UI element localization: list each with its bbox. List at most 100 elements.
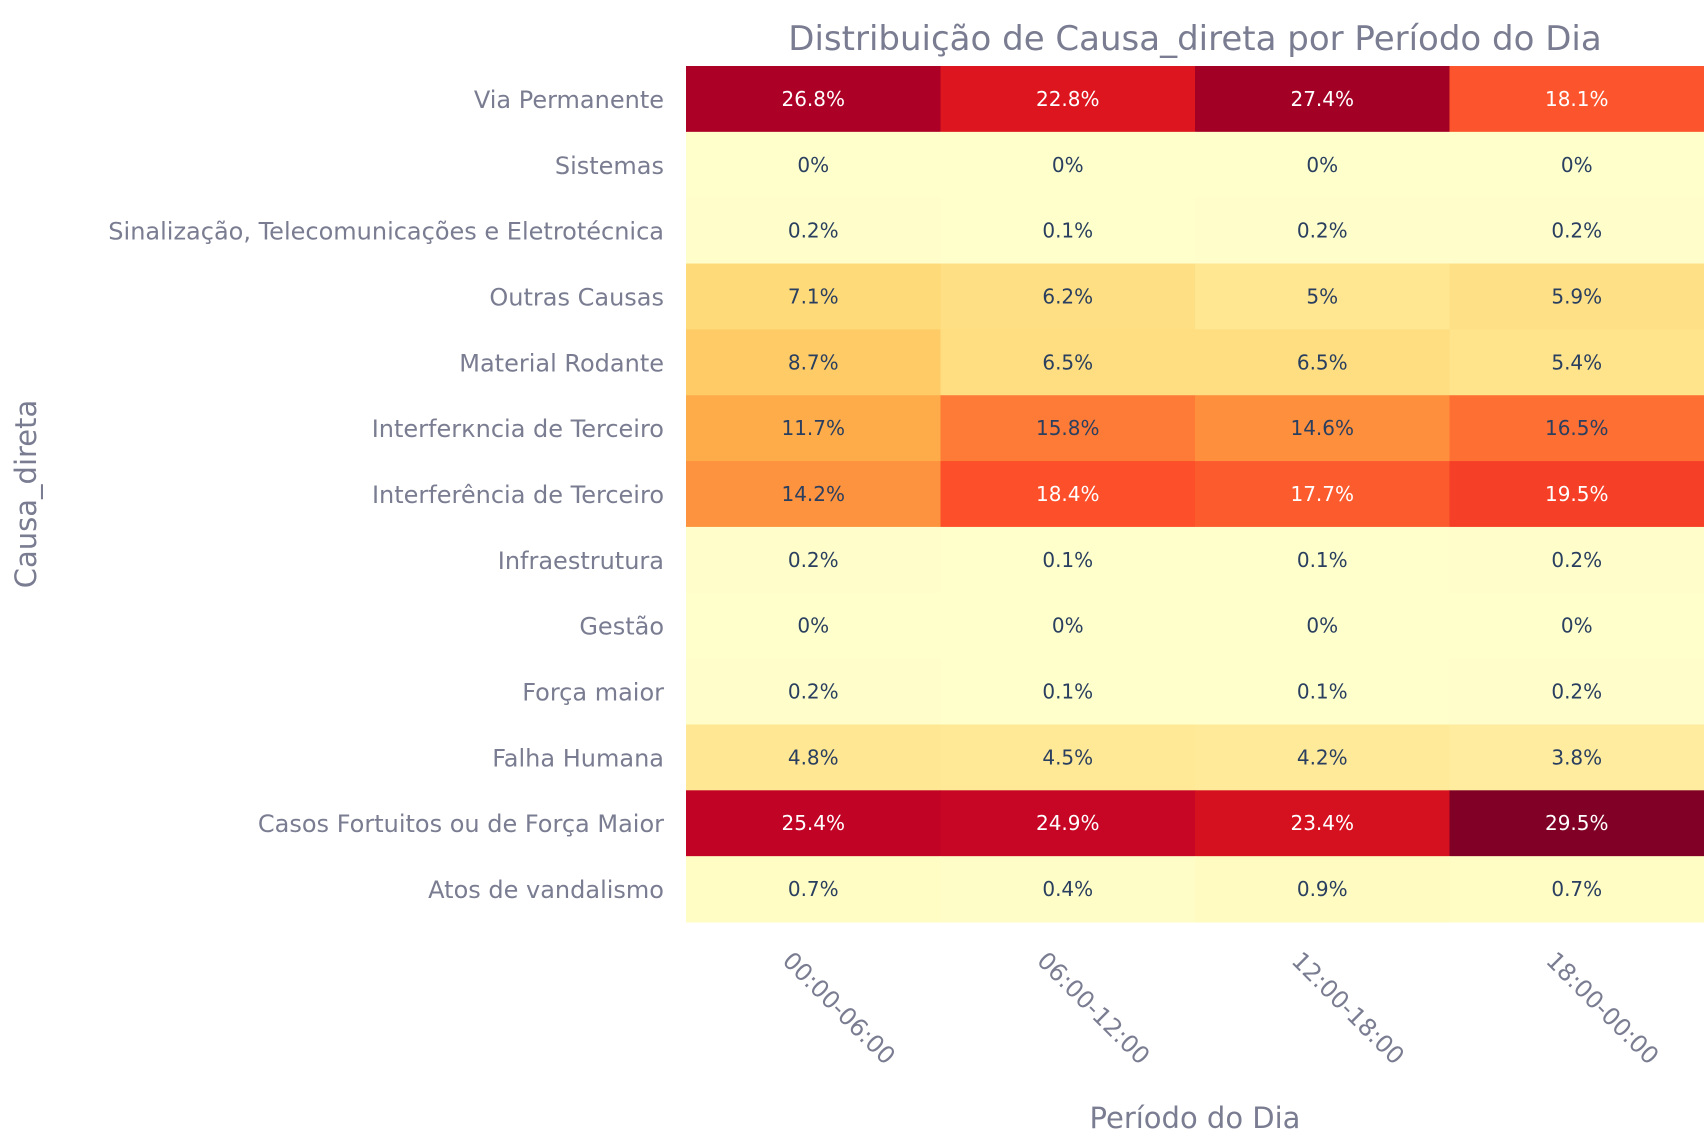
heatmap-cell <box>1449 724 1704 791</box>
cell-value-label: 0% <box>1052 153 1084 177</box>
cell-value-label: 29.5% <box>1545 811 1609 835</box>
heatmap-cell <box>1195 197 1450 265</box>
cell-value-label: 24.9% <box>1036 811 1100 835</box>
heatmap-cell <box>686 66 941 133</box>
y-tick-label: Interferência de Terceiro <box>372 481 664 509</box>
cell-value-label: 0.1% <box>1042 548 1093 572</box>
y-tick-label: Falha Humana <box>492 744 664 772</box>
heatmap-cell <box>940 856 1196 923</box>
cell-value-label: 19.5% <box>1545 482 1609 506</box>
cell-value-label: 6.2% <box>1042 284 1093 308</box>
cell-value-label: 6.5% <box>1297 350 1348 374</box>
heatmap-cell <box>1449 856 1704 923</box>
heatmap-cell <box>1195 66 1450 133</box>
cell-value-label: 0.1% <box>1042 219 1093 243</box>
heatmap-cell <box>686 131 941 199</box>
cell-value-label: 26.8% <box>781 87 845 111</box>
heatmap-cell <box>1449 263 1704 330</box>
heatmap-cell <box>1195 395 1450 462</box>
cell-value-label: 23.4% <box>1290 811 1354 835</box>
y-axis-ticks: Via Permanente Sistemas Sinalização, Telec… <box>108 86 664 904</box>
heatmap-cell <box>1195 658 1450 725</box>
cell-value-label: 0.2% <box>788 548 839 572</box>
heatmap-cell <box>1449 395 1704 462</box>
cell-value-label: 0.2% <box>1297 219 1348 243</box>
cell-value-label: 0.1% <box>1297 680 1348 704</box>
y-tick-label: Sistemas <box>555 152 664 180</box>
heatmap-cell <box>940 395 1196 462</box>
cell-value-label: 0.2% <box>1551 219 1602 243</box>
heatmap-cell <box>940 658 1196 725</box>
heatmap-cell <box>1195 790 1450 857</box>
heatmap-cell <box>686 592 941 660</box>
heatmap-cell <box>686 724 941 791</box>
heatmap-cell <box>940 66 1196 133</box>
heatmap-cell <box>686 263 941 330</box>
cell-value-label: 0% <box>1561 614 1593 638</box>
heatmap-cell <box>686 197 941 265</box>
heatmap-cell <box>686 395 941 462</box>
heatmap-cell <box>1195 526 1450 594</box>
cell-value-label: 6.5% <box>1042 350 1093 374</box>
cell-value-label: 5% <box>1306 284 1338 308</box>
heatmap-cell <box>686 329 941 396</box>
heatmap-cell <box>940 197 1196 265</box>
heatmap-cell <box>1449 592 1704 660</box>
cell-value-label: 14.6% <box>1290 416 1354 440</box>
heatmap-cell <box>940 263 1196 330</box>
y-tick-label: Gestão <box>579 613 664 641</box>
heatmap-cell <box>940 329 1196 396</box>
y-tick-label: Casos Fortuitos ou de Força Maior <box>258 810 664 838</box>
cell-value-label: 18.4% <box>1036 482 1100 506</box>
heatmap-cell <box>1449 461 1704 528</box>
cell-value-label: 3.8% <box>1551 745 1602 769</box>
cell-value-label: 0% <box>1052 614 1084 638</box>
heatmap-cell <box>1449 66 1704 133</box>
cell-value-label: 0.2% <box>1551 680 1602 704</box>
cell-value-label: 0.7% <box>1551 877 1602 901</box>
y-tick-label: Material Rodante <box>459 349 664 377</box>
heatmap-cell <box>1195 724 1450 791</box>
heatmap-cells <box>686 66 1704 923</box>
x-axis-ticks: 00:00-06:00 06:00-12:00 12:00-18:00 18:00-0… <box>777 946 1664 1070</box>
heatmap-cell <box>1195 329 1450 396</box>
chart-title: Distribuição de Causa_direta por Período… <box>788 19 1601 59</box>
cell-value-label: 27.4% <box>1290 87 1354 111</box>
heatmap-cell <box>940 592 1196 660</box>
cell-value-label: 0.1% <box>1042 680 1093 704</box>
cell-value-label: 0.4% <box>1042 877 1093 901</box>
x-tick-label: 06:00-12:00 <box>1032 946 1156 1070</box>
heatmap-cell <box>1449 526 1704 594</box>
cell-value-label: 0.1% <box>1297 548 1348 572</box>
y-tick-label: Interferкncia de Terceiro <box>372 415 664 443</box>
cell-value-label: 4.2% <box>1297 745 1348 769</box>
heatmap-cell <box>686 461 941 528</box>
y-tick-label: Via Permanente <box>474 86 664 114</box>
cell-value-label: 0% <box>797 153 829 177</box>
y-tick-label: Força maior <box>522 679 664 707</box>
heatmap-cell <box>686 856 941 923</box>
heatmap-cell <box>686 658 941 725</box>
heatmap-cell <box>686 790 941 857</box>
x-tick-label: 00:00-06:00 <box>777 946 901 1070</box>
heatmap-cell <box>1449 329 1704 396</box>
cell-value-label: 14.2% <box>781 482 845 506</box>
heatmap-cell <box>1449 197 1704 265</box>
x-axis-title: Período do Dia <box>1090 1101 1301 1135</box>
cell-value-label: 5.4% <box>1551 350 1602 374</box>
cell-value-label: 0.9% <box>1297 877 1348 901</box>
cell-value-label: 0% <box>1306 153 1338 177</box>
cell-value-label: 0.7% <box>788 877 839 901</box>
cell-value-label: 16.5% <box>1545 416 1609 440</box>
heatmap-cell <box>1449 790 1704 857</box>
cell-value-label: 4.5% <box>1042 745 1093 769</box>
cell-value-label: 7.1% <box>788 284 839 308</box>
cell-value-label: 4.8% <box>788 745 839 769</box>
cell-value-label: 0% <box>797 614 829 638</box>
heatmap-cell <box>686 526 941 594</box>
cell-value-label: 15.8% <box>1036 416 1100 440</box>
cell-value-label: 0.2% <box>788 680 839 704</box>
heatmap-cell <box>940 526 1196 594</box>
x-tick-label: 18:00-00:00 <box>1541 946 1665 1070</box>
